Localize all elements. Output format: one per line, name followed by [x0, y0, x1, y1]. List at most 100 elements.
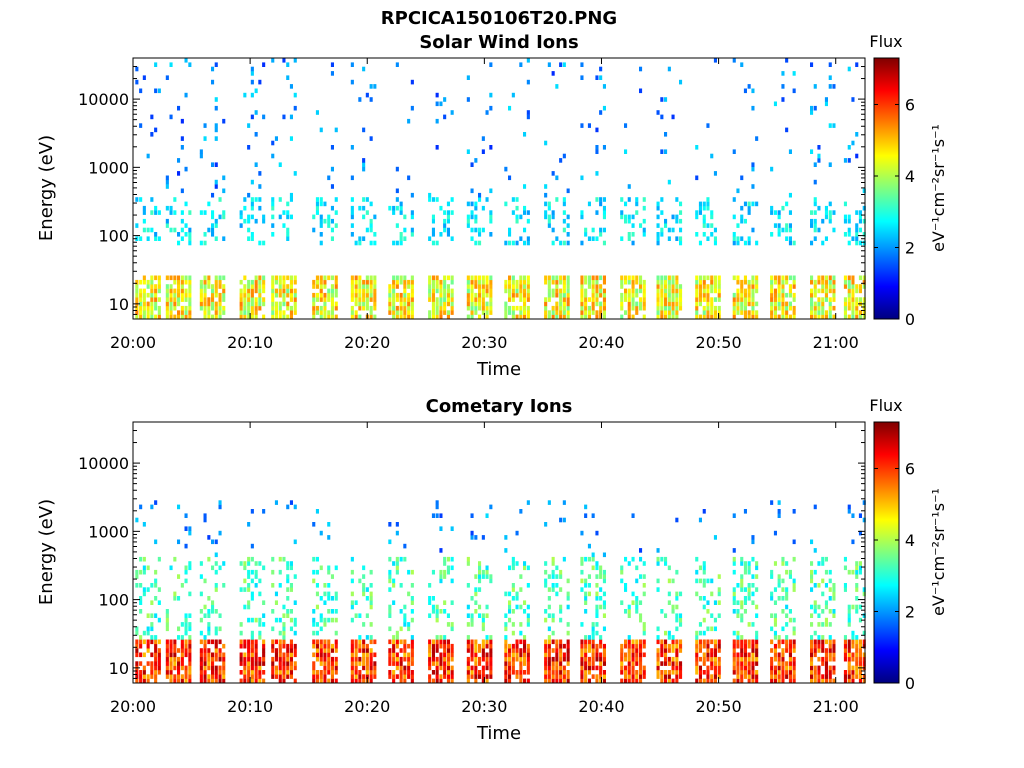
spectrogram-cell: [847, 297, 851, 302]
spectrogram-cell: [639, 301, 643, 307]
spectrogram-cell: [312, 292, 316, 298]
spectrogram-cell: [207, 648, 211, 653]
spectrogram-cell: [631, 314, 635, 320]
spectrogram-cell: [139, 600, 143, 605]
spectrogram-cell: [584, 310, 588, 315]
spectrogram-cell: [732, 643, 736, 649]
spectrogram-cell: [821, 556, 825, 562]
spectrogram-cell: [631, 639, 635, 645]
spectrogram-cell: [330, 596, 334, 601]
spectrogram-cell: [743, 661, 747, 666]
spectrogram-cell: [559, 275, 563, 281]
spectrogram-cell: [431, 301, 435, 307]
spectrogram-cell: [642, 670, 646, 675]
spectrogram-cell: [435, 284, 439, 289]
spectrogram-cell: [239, 297, 243, 302]
spectrogram-cell: [165, 205, 169, 211]
spectrogram-cell: [180, 145, 184, 150]
spectrogram-cell: [664, 561, 668, 566]
spectrogram-cell: [330, 292, 334, 298]
spectrogram-cell: [544, 652, 548, 658]
spectrogram-cell: [188, 310, 192, 315]
spectrogram-cell: [792, 305, 796, 311]
spectrogram-cell: [642, 591, 646, 597]
spectrogram-cell: [671, 648, 675, 653]
spectrogram-cell: [243, 197, 247, 202]
spectrogram-cell: [446, 565, 450, 571]
spectrogram-cell: [203, 240, 207, 246]
spectrogram-cell: [247, 214, 251, 220]
spectrogram-cell: [435, 288, 439, 294]
spectrogram-cell: [667, 635, 671, 640]
spectrogram-cell: [773, 587, 777, 592]
spectrogram-cell: [773, 635, 777, 640]
spectrogram-cell: [580, 305, 584, 311]
spectrogram-cell: [785, 648, 789, 653]
spectrogram-cell: [154, 236, 158, 241]
spectrogram-cell: [369, 201, 373, 207]
spectrogram-cell: [515, 240, 519, 246]
spectrogram-cell: [327, 583, 331, 588]
spectrogram-cell: [792, 556, 796, 562]
spectrogram-cell: [755, 674, 759, 679]
spectrogram-cell: [785, 310, 789, 315]
spectrogram-cell: [271, 288, 275, 294]
spectrogram-cell: [369, 284, 373, 289]
spectrogram-cell: [580, 62, 584, 67]
spectrogram-cell: [591, 639, 595, 645]
spectrogram-cell: [466, 218, 470, 224]
spectrogram-cell: [755, 288, 759, 294]
spectrogram-cell: [258, 279, 262, 285]
spectrogram-cell: [631, 305, 635, 311]
spectrogram-cell: [250, 79, 254, 85]
spectrogram-cell: [450, 578, 454, 584]
spectrogram-cell: [173, 305, 177, 311]
spectrogram-cell: [773, 656, 777, 662]
spectrogram-cell: [706, 310, 710, 315]
spectrogram-cell: [817, 643, 821, 649]
spectrogram-cell: [627, 297, 631, 302]
spectrogram-cell: [751, 275, 755, 281]
spectrogram-cell: [824, 275, 828, 281]
spectrogram-cell: [439, 652, 443, 658]
spectrogram-cell: [702, 509, 706, 514]
spectrogram-cell: [832, 123, 836, 128]
spectrogram-cell: [239, 288, 243, 294]
spectrogram-cell: [740, 678, 744, 684]
spectrogram-cell: [218, 648, 222, 653]
spectrogram-cell: [847, 674, 851, 679]
spectrogram-cell: [515, 591, 519, 597]
spectrogram-cell: [862, 310, 866, 315]
spectrogram-cell: [369, 591, 373, 597]
spectrogram-cell: [214, 136, 218, 141]
spectrogram-cell: [443, 569, 447, 575]
spectrogram-cell: [369, 622, 373, 627]
spectrogram-cell: [555, 314, 559, 320]
spectrogram-cell: [698, 596, 702, 601]
spectrogram-cell: [169, 656, 173, 662]
spectrogram-cell: [315, 604, 319, 610]
spectrogram-cell: [547, 314, 551, 320]
spectrogram-cell: [478, 288, 482, 294]
spectrogram-cell: [218, 670, 222, 675]
spectrogram-cell: [736, 279, 740, 285]
spectrogram-cell: [435, 639, 439, 645]
spectrogram-cell: [602, 648, 606, 653]
spectrogram-cell: [327, 275, 331, 281]
spectrogram-cell: [428, 600, 432, 605]
spectrogram-cell: [188, 613, 192, 618]
panel-title-cometary: Cometary Ions: [426, 396, 573, 417]
spectrogram-cell: [157, 284, 161, 289]
spectrogram-cell: [358, 205, 362, 211]
spectrogram-cell: [135, 517, 139, 523]
spectrogram-cell: [470, 639, 474, 645]
spectrogram-cell: [732, 648, 736, 653]
spectrogram-cell: [519, 574, 523, 579]
spectrogram-cell: [431, 314, 435, 320]
spectrogram-cell: [777, 314, 781, 320]
spectrogram-cell: [489, 574, 493, 579]
spectrogram-cell: [428, 236, 432, 241]
spectrogram-cell: [373, 305, 377, 311]
spectrogram-cell: [446, 652, 450, 658]
spectrogram-cell: [439, 301, 443, 307]
